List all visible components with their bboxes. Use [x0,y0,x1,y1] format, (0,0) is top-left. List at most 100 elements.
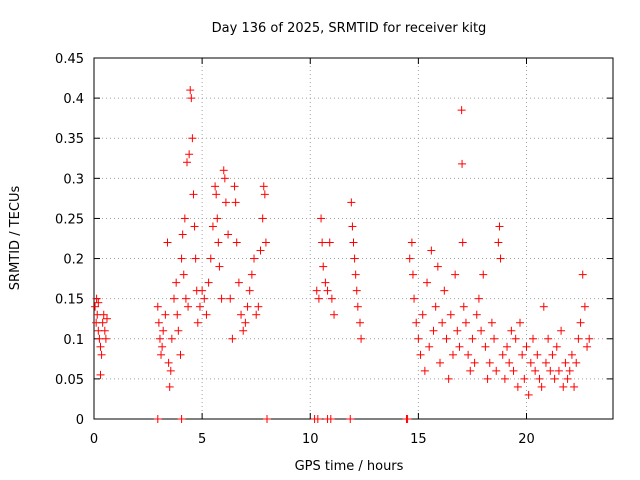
data-point [198,286,207,295]
data-point [585,334,594,343]
y-tick-label: 0.4 [63,92,84,107]
data-point [481,342,490,351]
data-point [490,334,499,343]
data-point [533,350,542,359]
grid [94,58,613,419]
data-point [500,374,509,383]
data-point [468,334,477,343]
data-point [200,294,209,303]
data-point [348,222,357,231]
data-point [423,278,432,287]
data-point [520,374,529,383]
data-point [226,294,235,303]
data-point [472,310,481,319]
data-point [327,294,336,303]
data-point [461,318,470,327]
data-point [495,222,504,231]
data-point [511,334,520,343]
data-point [487,318,496,327]
data-point [191,254,200,263]
data-point [158,342,167,351]
data-point [263,415,271,423]
data-point [513,382,522,391]
data-point [219,166,228,175]
data-point [352,286,361,295]
data-point [405,254,414,263]
data-point [565,366,574,375]
data-point [212,190,221,199]
y-axis-label: SRMTID / TECUs [8,186,23,291]
data-point [99,310,108,319]
data-point [576,318,585,327]
data-point [313,415,322,423]
data-point [153,302,162,311]
data-point [155,334,164,343]
data-point [174,326,183,335]
data-point [204,278,213,287]
data-point [259,182,268,191]
data-point [438,318,447,327]
data-point [418,310,427,319]
data-point [202,310,211,319]
data-point [232,238,241,247]
data-point [505,358,514,367]
data-point [429,326,438,335]
data-point [433,262,442,271]
data-point [211,182,220,191]
data-point [561,358,570,367]
data-point [190,222,199,231]
data-point [250,254,259,263]
y-tick-label: 0.3 [63,172,84,187]
data-point [496,254,505,263]
data-point [425,342,434,351]
data-point [101,334,110,343]
data-point [526,358,535,367]
x-tick-label: 20 [518,432,535,447]
data-point [217,294,226,303]
data-point [498,350,507,359]
data-point [177,254,186,263]
data-point [241,318,250,327]
data-point [92,294,101,303]
data-point [323,286,332,295]
data-point [528,334,537,343]
data-point [186,86,195,95]
y-tick-label: 0.1 [63,333,84,348]
chart-title: Day 136 of 2025, SRMTID for receiver kit… [212,21,487,36]
data-point [193,318,202,327]
data-point [317,214,326,223]
x-tick-label: 10 [302,432,319,447]
data-point [458,238,467,247]
data-point [97,350,106,359]
data-point [552,342,561,351]
data-point [188,134,197,143]
data-point [455,342,464,351]
data-point [231,198,240,207]
data-point [172,278,181,287]
data-point [457,106,466,115]
data-point [522,342,531,351]
y-tick-label: 0 [76,413,84,428]
data-points [91,86,594,423]
data-point [420,366,429,375]
data-point [446,310,455,319]
data-point [215,262,224,271]
data-point [195,302,204,311]
data-point [453,326,462,335]
data-point [466,366,475,375]
data-point [325,238,334,247]
data-point [256,246,265,255]
data-point [485,358,494,367]
data-point [351,270,360,279]
data-point [96,342,105,351]
data-point [314,294,323,303]
data-point [161,310,170,319]
data-point [230,182,239,191]
data-point [167,334,176,343]
y-tick-label: 0.45 [55,52,84,67]
data-point [567,350,576,359]
x-tick-label: 15 [410,432,427,447]
data-point [94,298,103,307]
data-point [544,334,553,343]
data-point [557,326,566,335]
